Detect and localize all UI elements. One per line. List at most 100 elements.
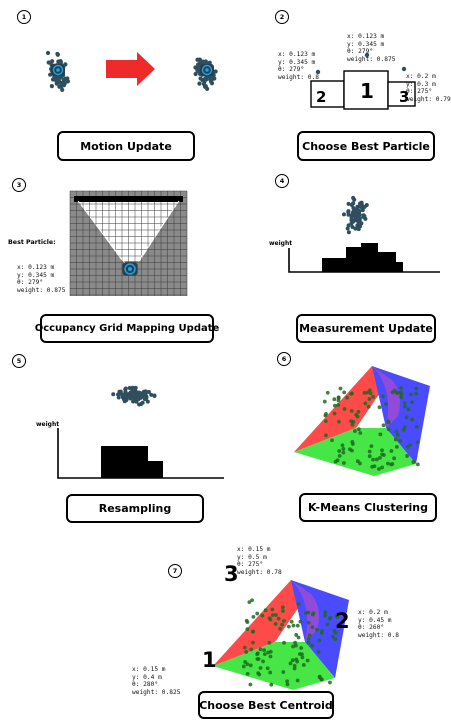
centroid-cluster-point — [251, 629, 256, 634]
centroid-cluster-point — [293, 643, 298, 648]
kmeans-cluster-point — [394, 429, 399, 434]
particle-dot — [358, 201, 363, 206]
centroid-cluster-point — [270, 613, 275, 617]
centroid-cluster-point — [288, 661, 293, 666]
particle-dot — [127, 393, 132, 398]
centroid-cluster-point — [258, 647, 263, 652]
kmeans-caption: K-Means Clustering — [299, 493, 437, 522]
particle-dot — [127, 386, 132, 391]
centroid-cluster-point — [320, 629, 324, 633]
centroid-cluster-point — [251, 614, 256, 619]
kmeans-cluster-point — [414, 386, 418, 391]
kmeans-cluster-point — [353, 429, 357, 433]
kmeans-cluster-point — [408, 392, 413, 397]
particle-dot — [152, 393, 157, 398]
particle-dot — [50, 59, 55, 64]
centroid-cluster-point — [306, 640, 311, 645]
centroid-rank-1: 1 — [202, 648, 217, 672]
centroid-cluster-point — [249, 647, 254, 652]
particle-dot — [45, 50, 51, 56]
kmeans-cluster-point — [402, 401, 407, 406]
particle-dot — [116, 395, 121, 400]
kmeans-cluster-point — [389, 462, 394, 467]
step-badge-6: 6 — [277, 352, 291, 366]
particle-dot — [65, 79, 70, 84]
particle-dot — [201, 60, 206, 65]
particle-dot — [362, 204, 367, 209]
centroid-cluster-point — [247, 600, 252, 605]
particle-dot — [346, 212, 351, 217]
particle-dot — [121, 392, 126, 397]
podium-box-1 — [343, 70, 389, 110]
particle-dot — [137, 391, 142, 396]
particle-dot — [356, 214, 361, 219]
kmeans-cluster-red — [294, 366, 386, 452]
centroid-cluster-point — [269, 682, 274, 687]
centroid-cluster-point — [267, 640, 272, 645]
centroid-cluster-point — [333, 630, 338, 635]
centroid-cluster-point — [245, 662, 250, 667]
particle-dot — [139, 401, 144, 406]
centroid-cluster-point — [261, 659, 265, 664]
kmeans-cluster-point — [350, 440, 355, 444]
centroid-cluster-point — [245, 620, 250, 625]
kmeans-cluster-point — [406, 407, 411, 412]
kmeans-cluster-point — [324, 419, 328, 424]
kmeans-cluster-point — [414, 391, 419, 396]
robot-before-ring — [52, 64, 64, 76]
centroid-cluster-point — [292, 663, 297, 668]
centroid-cluster-point — [295, 678, 300, 683]
particle-dot — [350, 225, 355, 230]
particle-dot — [345, 226, 350, 231]
centroid-cluster-point — [270, 607, 275, 612]
centroid-cluster-point — [282, 640, 286, 645]
centroid-cluster-point — [310, 643, 315, 648]
kmeans-cluster-point — [341, 447, 346, 451]
particle-dot — [362, 214, 367, 219]
podium-rank-1: 1 — [360, 79, 374, 103]
particle-dot — [353, 208, 358, 213]
particle-dot — [55, 51, 60, 57]
podium-rank-2: 2 — [316, 88, 327, 106]
centroid-cluster-point — [294, 633, 299, 637]
centroid-cluster-point — [299, 646, 304, 650]
kmeans-cluster-point — [384, 402, 388, 406]
particle-dot — [111, 392, 116, 397]
particle-dot — [341, 212, 346, 217]
particle-dot — [350, 210, 355, 215]
robot-after-ring — [201, 64, 213, 76]
centroid-cluster-point — [266, 650, 271, 655]
cone-edge-right — [136, 200, 180, 264]
measurement-update-caption: Measurement Update — [296, 314, 436, 343]
kmeans-cluster-point — [337, 449, 342, 453]
kmeans-cluster-point — [372, 464, 377, 469]
kmeans-cluster-point — [396, 433, 400, 437]
kmeans-cluster-point — [411, 460, 416, 464]
particle-dot — [195, 68, 200, 73]
centroid-cluster-point — [268, 670, 273, 675]
particle-info-right: x: 0.2 m y: 0.3 m θ: 275° weight: 0.79 — [406, 73, 451, 103]
centroid-cluster-point — [335, 615, 340, 620]
kmeans-cluster-point — [332, 411, 337, 416]
particle-dot — [58, 59, 63, 64]
cone-edge-left — [77, 200, 126, 264]
kmeans-cluster-point — [348, 447, 352, 452]
kmeans-cluster-point — [368, 391, 373, 396]
centroid-cluster-point — [255, 651, 260, 656]
kmeans-cluster-point — [366, 404, 371, 409]
centroid-cluster-point — [310, 625, 315, 630]
particle-dot — [143, 389, 148, 394]
particle-dot — [62, 81, 67, 86]
particle-dot — [350, 219, 355, 224]
centroid-cluster-point — [263, 608, 268, 613]
centroid-cluster-point — [278, 626, 283, 631]
centroid-cluster-point — [307, 633, 312, 638]
kmeans-cluster-point — [399, 385, 404, 390]
kmeans-cluster-point — [349, 419, 354, 424]
step-badge-1: 1 — [17, 10, 31, 24]
kmeans-cluster-point — [333, 459, 338, 464]
particle-dot — [46, 60, 51, 65]
kmeans-cluster-point — [358, 431, 363, 435]
kmeans-cluster-point — [340, 443, 345, 448]
